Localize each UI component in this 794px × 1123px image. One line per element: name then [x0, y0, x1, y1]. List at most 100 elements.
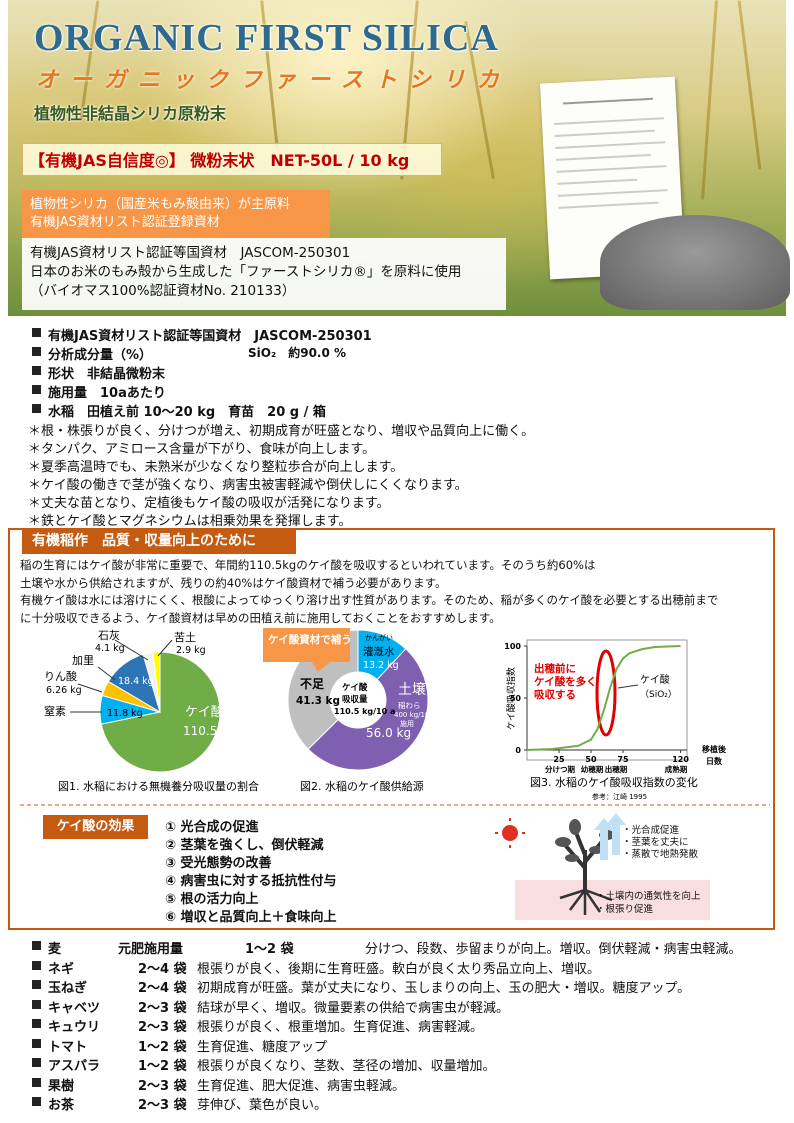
highlight-ellipse: [595, 649, 617, 737]
plant-diagram: [495, 813, 710, 920]
leader: [114, 639, 149, 661]
crop-name: 麦: [48, 942, 62, 957]
bullet: [32, 941, 41, 950]
bullet: [32, 960, 41, 970]
crop-effect: 分けつ、段数、歩留まりが向上。増収。倒伏軽減・病害虫軽減。: [365, 942, 742, 957]
tagline: 植物性非結晶シリカ原粉末: [34, 104, 227, 123]
label: 吸収量: [342, 694, 368, 705]
diagram-label: ・茎葉を丈夫に: [622, 837, 689, 848]
label: 稲わら: [398, 700, 421, 710]
paragraph-line: 稲の生育にはケイ酸が非常に重要で、年間約110.5kgのケイ酸を吸収するといわれ…: [20, 558, 596, 572]
label: 110.5 kg: [183, 724, 236, 738]
paragraph-line: 有機ケイ酸は水には溶けにくく、根酸によってゆっくり溶け出す性質があります。そのた…: [20, 593, 719, 607]
note: ＊タンパク、アミロース含量が下がり、食味が向上します。: [28, 442, 376, 457]
label: ケイ酸: [342, 682, 368, 693]
section-box: [8, 528, 775, 930]
crop-name: ネギ: [48, 961, 75, 977]
spec-item: 水稲 田植え前 10〜20 kg 育苗 20 g / 箱: [48, 405, 326, 420]
note: ＊鉄とケイ酸とマグネシウムは相乗効果を発揮します。: [28, 514, 352, 529]
crop-effect: 結球が早く、増収。微量要素の供給で病害虫が軽減。: [197, 1000, 510, 1016]
effect-item: ④ 病害虫に対する抵抗性付与: [165, 874, 337, 889]
label: 加里: [72, 654, 94, 667]
crop-effect: 初期成育が旺盛。葉が丈夫になり、玉しまりの向上、玉の肥大・増収。糖度アップ。: [197, 981, 691, 996]
label: りん酸: [44, 669, 77, 683]
leader: [97, 666, 116, 681]
spec-item: 分析成分量（%）: [48, 348, 153, 363]
powder-image: [600, 215, 790, 310]
label: 石灰: [98, 628, 120, 642]
bullet: [32, 980, 41, 989]
crop-effect: 芽伸び、葉色が良い。: [197, 1098, 328, 1113]
bullet: [32, 1097, 41, 1106]
label: 土壌: [398, 682, 426, 698]
bullet: [32, 1019, 41, 1028]
bullet: [32, 366, 41, 375]
label: 13.2 kg: [363, 660, 399, 671]
diagram-label: ・根張り促進: [596, 904, 654, 915]
note: ＊ケイ酸の働きで茎が強くなり、病害虫被害軽減や倒伏しにくくなります。: [28, 478, 468, 493]
label: ケイ酸: [640, 673, 670, 686]
crop-name: キュウリ: [48, 1020, 101, 1035]
effects-title: ケイ酸の効果: [43, 815, 148, 839]
diagram-label: ・土壌内の通気性を向上: [596, 891, 701, 902]
label: 施用: [400, 719, 414, 728]
label: 吸収する: [534, 689, 576, 701]
sun: [502, 825, 518, 841]
effect-item: ① 光合成の促進: [165, 820, 259, 835]
crop-name: お茶: [48, 1098, 75, 1113]
crop-effect: 根張りが良く、後期に生育旺盛。軟白が良く太り秀品立向上、増収。: [197, 961, 601, 977]
note: ＊根・株張りが良く、分けつが増え、初期成育が旺盛となり、増収や品質向上に働く。: [28, 424, 535, 439]
bullet: [32, 385, 41, 394]
label: 図3. 水稲のケイ酸吸収指数の変化: [530, 775, 698, 789]
leader: [77, 683, 103, 693]
label: ケイ酸吸収指数: [505, 667, 517, 730]
slice: [307, 648, 429, 771]
line-series: [526, 645, 681, 751]
label: 18.4 kg: [118, 676, 154, 687]
crop-amount: 2〜3 袋: [138, 1078, 187, 1094]
spec-item: 有機JAS資材リスト認証等国資材 JASCOM-250301: [48, 329, 372, 344]
crop-effect: 生育促進、肥大促進、病害虫軽減。: [197, 1078, 406, 1094]
effect-item: ⑥ 増収と品質向上＋食味向上: [165, 910, 337, 925]
label: 11.8 kg: [107, 708, 143, 719]
crop-amount: 2〜3 袋: [138, 1020, 187, 1035]
bullet: [32, 404, 41, 413]
label: 110.5 kg/10 a: [334, 707, 395, 716]
bullet: [32, 1058, 41, 1067]
crop-name: キャベツ: [48, 1000, 101, 1016]
crop-name: 果樹: [48, 1078, 75, 1094]
label: 6.26 kg: [46, 685, 82, 696]
label: ケイ酸: [185, 705, 224, 720]
slice: [152, 651, 161, 713]
spec-item: 形状 非結晶微粉末: [48, 367, 166, 382]
label: 移植後: [702, 744, 727, 754]
section-title: 有機稲作 品質・収量向上のために: [22, 528, 296, 554]
label: ケイ酸資材で補う: [268, 633, 352, 646]
product-label: 【有機JAS自信度◎】 微粉末状 NET-50L / 10 kg: [22, 143, 442, 176]
label: かんがい: [365, 633, 393, 642]
label: ケイ酸を多く: [534, 675, 597, 688]
info-line: 日本のお米のもみ殻から生成した「ファーストシリカ®」を原料に使用: [30, 264, 462, 280]
label: 図1. 水稲における無機養分吸収量の割合: [58, 779, 259, 793]
effect-item: ③ 受光態勢の改善: [165, 856, 272, 871]
bullet: [32, 328, 41, 337]
info-box: 有機JAS資材リスト認証等国資材 JASCOM-250301 日本のお米のもみ殻…: [22, 238, 506, 310]
crop-amount: 2〜3 袋: [138, 1000, 187, 1016]
diagram-label: ・蒸散で地熱発散: [622, 849, 699, 860]
title-kana: オーガニックファーストシリカ: [36, 68, 511, 93]
spec-value: SiO₂ 約90.0 %: [248, 346, 347, 360]
crop-extra: 元肥施用量: [118, 942, 184, 957]
label: 窒素: [44, 704, 66, 718]
bullet: [32, 999, 41, 1009]
label: 2.9 kg: [176, 645, 206, 656]
label: 苦土: [174, 631, 196, 644]
label: 出穂期: [605, 764, 628, 774]
crop-amount: 2〜3 袋: [138, 1098, 187, 1113]
crop-amount: 1〜2 袋: [138, 1039, 187, 1055]
soil: [515, 880, 710, 920]
callout: [263, 628, 350, 672]
label: 分けつ期: [545, 764, 575, 774]
crop-effect: 根張りが良く、根重増加。生育促進、病害軽減。: [197, 1020, 484, 1035]
label: 幼穂期: [581, 764, 604, 774]
